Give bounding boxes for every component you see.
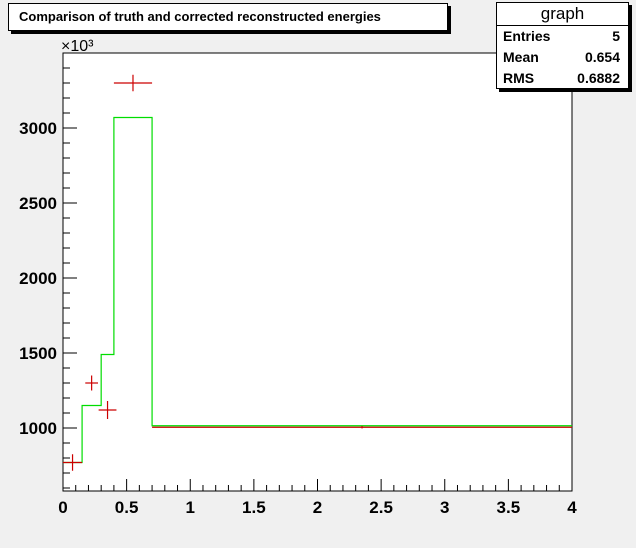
y-axis-multiplier: ×10³ xyxy=(61,38,94,55)
corrected-points xyxy=(63,74,572,471)
stats-value: 0.654 xyxy=(584,49,620,65)
data-point xyxy=(98,401,117,419)
x-tick-label: 1 xyxy=(186,498,195,517)
data-point xyxy=(152,426,572,429)
y-tick-label: 2500 xyxy=(19,194,57,213)
x-tick-label: 4 xyxy=(567,498,577,517)
stats-label: RMS xyxy=(503,70,535,86)
x-tick-label: 2.5 xyxy=(369,498,393,517)
x-tick-label: 0 xyxy=(58,498,67,517)
stats-label: Entries xyxy=(503,28,551,44)
truth-histogram xyxy=(63,116,572,464)
chart-title: Comparison of truth and corrected recons… xyxy=(8,3,448,31)
stats-row-entries: Entries 5 xyxy=(497,26,628,47)
axis-ticks xyxy=(62,52,573,491)
x-tick-label: 1.5 xyxy=(242,498,266,517)
y-tick-label: 2000 xyxy=(19,269,57,288)
y-tick-label: 3000 xyxy=(19,119,57,138)
y-tick-label: 1500 xyxy=(19,344,57,363)
axis-labels: 0 0.5 1 1.5 2 2.5 3 3.5 4 1000 1500 2000 2500 3000 ×10… xyxy=(19,38,577,517)
plot-frame xyxy=(62,52,573,492)
stats-value: 5 xyxy=(612,28,620,44)
stats-box: graph Entries 5 Mean 0.654 RMS 0.6882 xyxy=(496,2,629,89)
stats-row-mean: Mean 0.654 xyxy=(497,47,628,68)
truth-histogram-line xyxy=(63,116,572,464)
x-tick-label: 0.5 xyxy=(115,498,139,517)
stats-name: graph xyxy=(497,3,628,26)
stats-label: Mean xyxy=(503,49,539,65)
data-point xyxy=(85,375,98,391)
x-tick-label: 3 xyxy=(440,498,449,517)
data-point xyxy=(63,454,83,471)
stats-row-rms: RMS 0.6882 xyxy=(497,68,628,89)
y-tick-label: 1000 xyxy=(19,419,57,438)
stats-value: 0.6882 xyxy=(577,70,620,86)
x-tick-label: 3.5 xyxy=(497,498,521,517)
data-point xyxy=(113,74,153,92)
x-tick-label: 2 xyxy=(313,498,322,517)
